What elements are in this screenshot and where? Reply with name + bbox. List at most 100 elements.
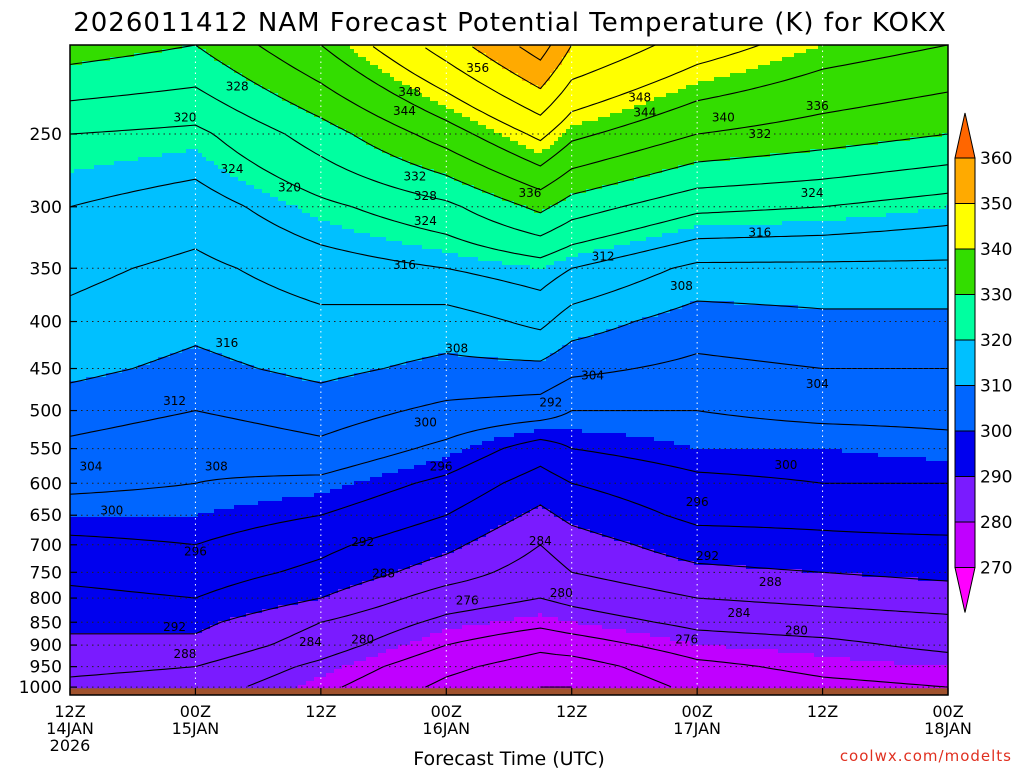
theta-cell [174, 85, 179, 90]
theta-cell [138, 629, 143, 634]
theta-cell [130, 45, 135, 50]
theta-cell [94, 561, 99, 566]
theta-cell [98, 381, 103, 386]
theta-cell [154, 585, 159, 590]
theta-cell [78, 225, 83, 230]
theta-cell [150, 273, 155, 278]
theta-cell [178, 549, 183, 554]
theta-cell [82, 537, 87, 542]
theta-cell [110, 501, 115, 506]
theta-cell [186, 509, 191, 514]
theta-cell [98, 173, 103, 178]
theta-cell [126, 249, 131, 254]
theta-cell [154, 529, 159, 534]
theta-cell [146, 365, 151, 370]
theta-cell [130, 117, 135, 122]
theta-cell [98, 261, 103, 266]
theta-cell [174, 309, 179, 314]
theta-cell [178, 473, 183, 478]
theta-cell [142, 65, 147, 70]
theta-cell [142, 481, 147, 486]
theta-cell [74, 517, 79, 522]
theta-cell [98, 297, 103, 302]
theta-cell [106, 517, 111, 522]
theta-cell [114, 301, 119, 306]
theta-cell [162, 173, 167, 178]
theta-cell [94, 533, 99, 538]
theta-cell [158, 381, 163, 386]
theta-cell [166, 525, 171, 530]
theta-cell [150, 65, 155, 70]
theta-cell [98, 137, 103, 142]
theta-cell [170, 325, 175, 330]
theta-cell [190, 417, 195, 422]
theta-cell [98, 113, 103, 118]
theta-cell [126, 385, 131, 390]
theta-cell [86, 457, 91, 462]
theta-cell [102, 645, 107, 650]
theta-cell [134, 389, 139, 394]
theta-cell [138, 129, 143, 134]
theta-cell [166, 285, 171, 290]
theta-cell [74, 249, 79, 254]
theta-cell [138, 181, 143, 186]
theta-cell [118, 285, 123, 290]
theta-cell [186, 97, 191, 102]
theta-cell [70, 645, 75, 650]
theta-cell [178, 317, 183, 322]
theta-cell [70, 413, 75, 418]
theta-cell [78, 413, 83, 418]
theta-cell [166, 517, 171, 522]
theta-cell [162, 393, 167, 398]
theta-cell [74, 101, 79, 106]
theta-cell [94, 289, 99, 294]
theta-cell [150, 293, 155, 298]
theta-cell [162, 405, 167, 410]
theta-cell [166, 309, 171, 314]
theta-cell [170, 97, 175, 102]
theta-cell [150, 149, 155, 154]
theta-cell [94, 81, 99, 86]
theta-cell [130, 413, 135, 418]
theta-cell [122, 509, 127, 514]
theta-cell [166, 685, 171, 690]
theta-cell [110, 393, 115, 398]
theta-cell [182, 565, 187, 570]
theta-cell [186, 557, 191, 562]
theta-cell [78, 201, 83, 206]
theta-cell [78, 341, 83, 346]
theta-cell [110, 613, 115, 618]
theta-cell [70, 601, 75, 606]
theta-cell [74, 561, 79, 566]
theta-cell [150, 541, 155, 546]
theta-cell [162, 541, 167, 546]
theta-cell [166, 573, 171, 578]
theta-cell [110, 81, 115, 86]
theta-cell [106, 81, 111, 86]
theta-cell [158, 285, 163, 290]
theta-cell [86, 625, 91, 630]
theta-cell [86, 421, 91, 426]
theta-cell [118, 597, 123, 602]
theta-cell [190, 129, 195, 134]
theta-cell [146, 445, 151, 450]
theta-cell [106, 245, 111, 250]
theta-cell [98, 425, 103, 430]
theta-cell [186, 501, 191, 506]
theta-cell [142, 673, 147, 678]
theta-cell [86, 161, 91, 166]
theta-cell [110, 181, 115, 186]
theta-cell [186, 325, 191, 330]
theta-cell [82, 677, 87, 682]
theta-cell [106, 45, 111, 50]
theta-cell [186, 165, 191, 170]
theta-cell [106, 573, 111, 578]
theta-cell [154, 201, 159, 206]
theta-cell [150, 121, 155, 126]
chart-title: 2026011412 NAM Forecast Potential Temper… [73, 8, 947, 38]
theta-cell [182, 421, 187, 426]
theta-cell [182, 57, 187, 62]
theta-cell [82, 317, 87, 322]
theta-cell [162, 377, 167, 382]
theta-cell [150, 625, 155, 630]
